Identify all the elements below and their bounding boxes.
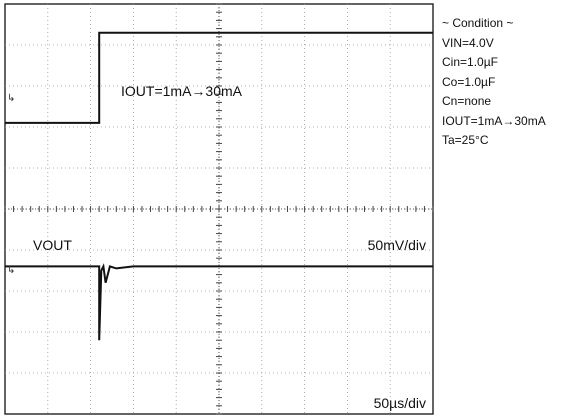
waveform-traces [5, 31, 433, 341]
condition-line: Co=1.0µF [442, 74, 496, 89]
ch1-marker: ↳ [7, 93, 15, 104]
condition-line: Ta=25°C [442, 133, 489, 147]
trace-vout [5, 263, 433, 341]
vertical-scale-label: 50mV/div [368, 237, 426, 253]
trace-iout [5, 31, 433, 124]
ch2-marker: ↳ [7, 265, 15, 276]
vout-label: VOUT [33, 237, 72, 253]
condition-title: ~ Condition ~ [442, 16, 514, 30]
condition-panel: ~ Condition ~ VIN=4.0V Cin=1.0µF Co=1.0µ… [442, 14, 570, 151]
time-scale-label: 50µs/div [374, 395, 426, 411]
condition-line: VIN=4.0V [442, 35, 494, 50]
graticule [4, 3, 434, 415]
condition-line: Cin=1.0µF [442, 55, 498, 69]
condition-line: IOUT=1mA→30mA [442, 113, 546, 128]
iout-label: IOUT=1mA→30mA [121, 83, 243, 99]
condition-line: Cn=none [442, 94, 492, 108]
